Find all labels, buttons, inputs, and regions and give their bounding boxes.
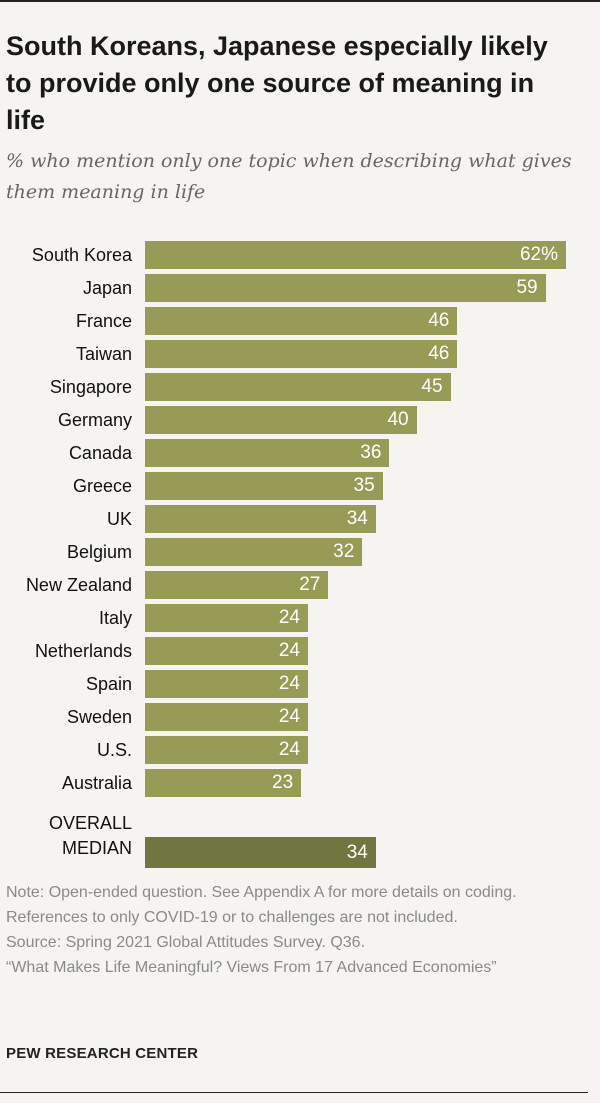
value-label: 45 bbox=[421, 376, 443, 397]
value-label: 24 bbox=[278, 739, 300, 760]
bar: 62% bbox=[145, 241, 566, 269]
chart-title: South Koreans, Japanese especially likel… bbox=[6, 31, 548, 135]
value-label: 24 bbox=[278, 706, 300, 727]
value-label: 34 bbox=[346, 508, 368, 529]
category-label: Canada bbox=[68, 443, 132, 463]
bar: 23 bbox=[145, 769, 302, 797]
bar: 32 bbox=[145, 538, 363, 566]
value-label: 32 bbox=[333, 541, 355, 562]
bar: 46 bbox=[145, 307, 458, 335]
category-label: Sweden bbox=[66, 707, 132, 727]
value-label: 40 bbox=[387, 409, 409, 430]
category-label: Singapore bbox=[49, 377, 132, 397]
category-label: France bbox=[75, 311, 132, 331]
median-label-line1: OVERALL bbox=[48, 813, 132, 833]
bar: 24 bbox=[145, 604, 308, 632]
value-label: 24 bbox=[278, 673, 300, 694]
bar: 24 bbox=[145, 703, 308, 731]
notes: Note: Open-ended question. See Appendix … bbox=[6, 880, 586, 980]
bar: 59 bbox=[145, 274, 546, 302]
value-label: 46 bbox=[428, 343, 450, 364]
category-label: Italy bbox=[98, 608, 132, 628]
median-bar: 34 bbox=[145, 837, 376, 868]
bar: 34 bbox=[145, 505, 376, 533]
category-label: Japan bbox=[82, 278, 132, 298]
value-label: 23 bbox=[272, 772, 294, 793]
bar: 35 bbox=[145, 472, 383, 500]
report-text: “What Makes Life Meaningful? Views From … bbox=[6, 959, 497, 976]
category-label: New Zealand bbox=[25, 575, 132, 595]
median-value-label: 34 bbox=[346, 842, 368, 863]
category-label: U.S. bbox=[96, 740, 132, 760]
bar: 40 bbox=[145, 406, 417, 434]
chart-subtitle: % who mention only one topic when descri… bbox=[6, 150, 572, 203]
bar: 24 bbox=[145, 670, 308, 698]
bar: 24 bbox=[145, 736, 308, 764]
bar: 36 bbox=[145, 439, 390, 467]
bottom-rule bbox=[0, 1092, 588, 1093]
category-label: Netherlands bbox=[34, 641, 132, 661]
value-label: 35 bbox=[353, 475, 375, 496]
source-text: Source: Spring 2021 Global Attitudes Sur… bbox=[6, 934, 366, 951]
top-rule bbox=[0, 0, 600, 2]
value-label: 27 bbox=[299, 574, 321, 595]
value-label: 36 bbox=[360, 442, 382, 463]
note-text: Note: Open-ended question. See Appendix … bbox=[6, 884, 517, 926]
median-label-line2: MEDIAN bbox=[61, 838, 132, 858]
value-label: 46 bbox=[428, 310, 450, 331]
category-label: Taiwan bbox=[75, 344, 132, 364]
category-label: Greece bbox=[72, 476, 132, 496]
bar: 24 bbox=[145, 637, 308, 665]
org-name: PEW RESEARCH CENTER bbox=[6, 1045, 199, 1062]
value-label: 62% bbox=[519, 244, 558, 265]
category-label: South Korea bbox=[31, 245, 132, 265]
category-label: Australia bbox=[61, 773, 132, 793]
category-label: Germany bbox=[57, 410, 132, 430]
category-label: Spain bbox=[85, 674, 132, 694]
median-label: OVERALL MEDIAN bbox=[49, 811, 132, 861]
bar: 46 bbox=[145, 340, 458, 368]
bar: 45 bbox=[145, 373, 451, 401]
category-label: Belgium bbox=[66, 542, 132, 562]
value-label: 59 bbox=[516, 277, 538, 298]
value-label: 24 bbox=[278, 607, 300, 628]
value-label: 24 bbox=[278, 640, 300, 661]
bar: 27 bbox=[145, 571, 329, 599]
category-label: UK bbox=[106, 509, 132, 529]
